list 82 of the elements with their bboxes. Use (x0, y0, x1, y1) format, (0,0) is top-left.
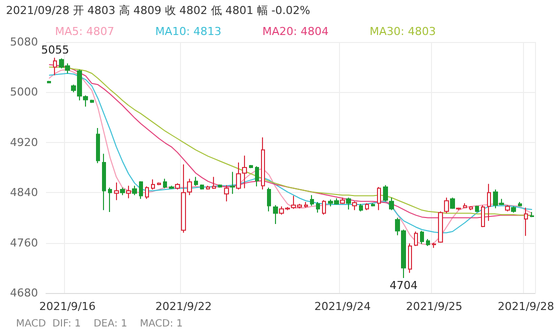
candlestick (304, 202, 308, 208)
candlestick (47, 80, 51, 84)
candlestick (463, 202, 467, 208)
candlestick (511, 206, 516, 214)
y-tick-label: 4680 (10, 286, 38, 300)
candlestick (255, 166, 259, 187)
candlestick (530, 212, 534, 218)
candlestick (249, 164, 253, 169)
text: MACD DIF: 1 DEA: 1 MACD: 1 (16, 318, 183, 330)
candlestick (163, 178, 167, 189)
candlestick (206, 185, 210, 190)
candlestick (487, 183, 491, 222)
candlestick (518, 202, 522, 207)
y-tick-label: 5080 (10, 36, 38, 48)
candlestick (426, 238, 430, 246)
candlestick (218, 184, 222, 188)
candlestick (377, 186, 381, 211)
text: MA30: 4803 (370, 25, 436, 38)
candlestick (420, 230, 424, 245)
candlestick (322, 200, 326, 216)
candlestick (145, 186, 149, 200)
candlestick (102, 153, 106, 211)
candlestick (120, 187, 125, 196)
x-tick-label: 2021/9/28 (498, 300, 554, 313)
candlestick (194, 176, 198, 186)
candlestick (469, 206, 473, 211)
candlestick (114, 182, 119, 201)
candlestick (352, 200, 357, 211)
candlestick (242, 155, 247, 189)
candlestick (230, 171, 235, 194)
candlestick (438, 210, 443, 244)
y-tick-label: 5000 (10, 86, 38, 99)
candlestick (151, 178, 155, 190)
candlestick (524, 207, 528, 236)
candlestick (365, 202, 369, 211)
candlestick (108, 187, 112, 213)
candlestick (139, 180, 143, 200)
candlestick (475, 205, 479, 213)
candlestick (157, 182, 161, 186)
candlestick (456, 207, 461, 211)
text: MA20: 4804 (262, 25, 329, 38)
y-tick-label: 4760 (10, 236, 38, 250)
candlestick (505, 204, 510, 212)
candlestick (96, 127, 100, 164)
candlestick (126, 185, 131, 199)
y-tick-label: 4840 (10, 186, 38, 200)
candlestick (346, 197, 351, 210)
candlestick (389, 197, 394, 211)
chart-title: 2021/09/28 开 4803 高 4809 收 4802 低 4801 幅 -0.02% (6, 4, 310, 17)
candlestick (224, 184, 229, 202)
candlestick (408, 242, 412, 274)
candlestick (273, 204, 278, 224)
text: MA5: 4807 (55, 25, 114, 38)
candlestick (261, 136, 265, 190)
annotation: 4704 (390, 278, 418, 292)
candlestick (481, 204, 485, 228)
x-tick-label: 2021/9/16 (39, 300, 96, 313)
candlestick (450, 197, 455, 210)
candlestick (236, 162, 241, 190)
annotation: 5055 (41, 44, 70, 57)
candlestick (53, 57, 57, 76)
candlestick (340, 197, 345, 204)
candlestick (90, 99, 94, 104)
candlestick (316, 202, 320, 214)
candlestick (432, 242, 436, 248)
candlestick (444, 197, 449, 214)
text: MA10: 4813 (155, 25, 222, 38)
x-tick-label: 2021/9/24 (314, 300, 371, 313)
candlestick (371, 202, 375, 207)
candlestick (414, 231, 418, 246)
candlestick (267, 187, 271, 212)
candlestick (310, 194, 314, 206)
x-tick-label: 2021/9/22 (155, 300, 212, 313)
candlestick (359, 203, 363, 212)
candlestick (383, 184, 388, 202)
candlestick (169, 185, 174, 190)
y-tick-label: 4920 (10, 136, 38, 149)
x-tick-label: 2021/9/25 (406, 300, 462, 313)
candlestick (200, 184, 204, 190)
candlestick (175, 182, 180, 190)
candlestick (212, 176, 216, 190)
candlestick (132, 185, 137, 196)
